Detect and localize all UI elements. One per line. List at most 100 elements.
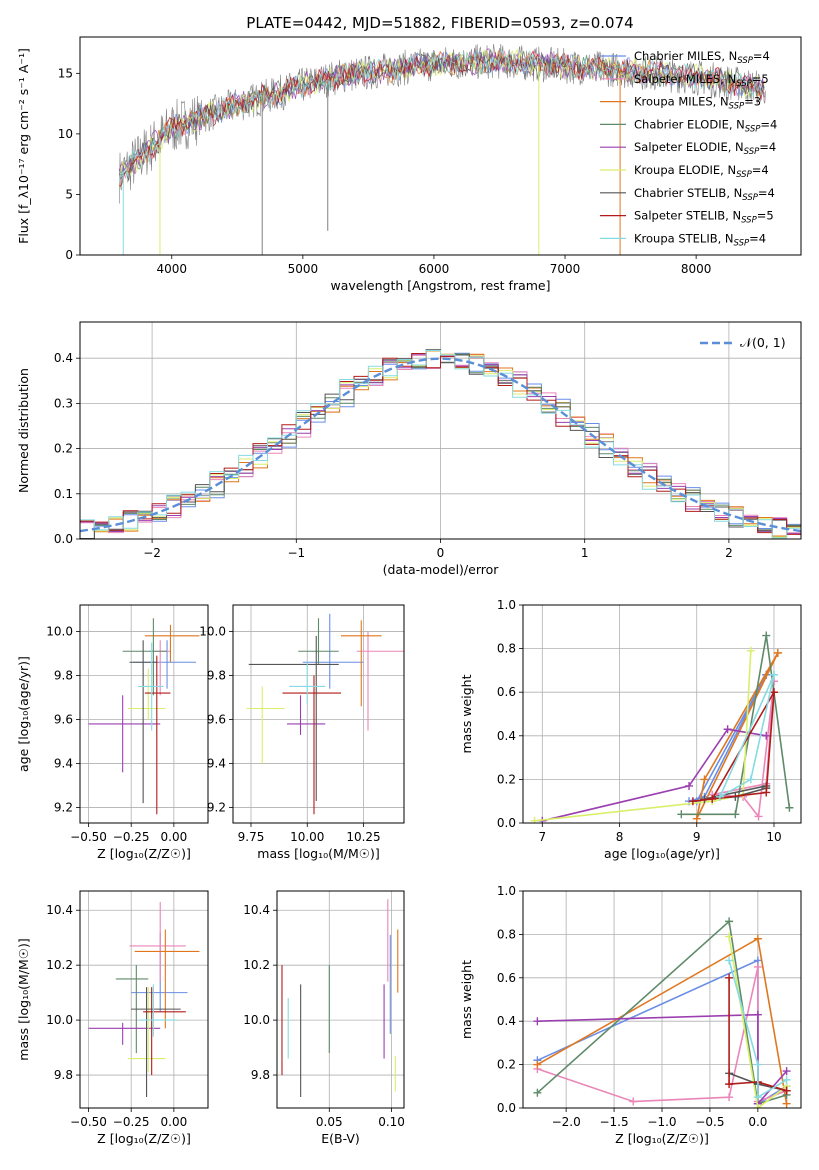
y-tick-label: 0.6 xyxy=(497,971,516,985)
y-tick-label: 0 xyxy=(65,248,73,262)
weight-marker xyxy=(677,810,686,819)
weight-marker xyxy=(725,917,734,926)
weight-marker xyxy=(782,1075,791,1084)
y-tick-label: 0.3 xyxy=(54,396,73,410)
weight_vs_age-marks xyxy=(530,631,794,823)
weight-marker xyxy=(725,932,734,941)
legend-label: Salpeter ELODIE, NSSP=4 xyxy=(634,140,776,157)
weight-marker xyxy=(782,1067,791,1076)
y-axis-label: mass [log₁₀(M/M☉)] xyxy=(16,938,31,1060)
weight-line-kroupa_stelib xyxy=(718,674,775,799)
x-tick-label: 10.00 xyxy=(290,830,324,844)
age_vs_z-marks xyxy=(88,618,200,815)
weight-marker xyxy=(782,1099,791,1108)
residual_histogram-marks xyxy=(80,349,801,539)
y-tick-label: 9.6 xyxy=(54,713,73,727)
x-tick-label: 5000 xyxy=(288,262,319,276)
x-tick-label: 0.05 xyxy=(316,1115,343,1129)
axes-frame xyxy=(79,321,802,540)
spectrum-legend: Chabrier MILES, NSSP=4 Salpeter MILES, NS… xyxy=(600,49,777,248)
weight_vs_z-axes: −2.0 −1.5 −1.0 −0.5 0.0 0.0 0.2 0.4 0.6 0.8 1.0 Z [… xyxy=(459,884,802,1146)
axes-frame xyxy=(79,890,209,1109)
errorbar-point-salpeter_stelib xyxy=(282,675,341,815)
x-tick-label: −0.50 xyxy=(70,1115,107,1129)
weight-marker xyxy=(746,646,755,655)
y-axis-label: mass weight xyxy=(459,960,474,1039)
figure-title: PLATE=0442, MJD=51882, FIBERID=0593, z=0… xyxy=(246,14,633,32)
y-tick-label: 0.2 xyxy=(54,442,73,456)
x-tick-label: −0.5 xyxy=(695,1115,724,1129)
model-spectrum-kroupa_stelib xyxy=(118,49,765,183)
y-tick-label: 15 xyxy=(58,66,73,80)
y-tick-label: 0.4 xyxy=(54,351,73,365)
x-tick-label: −0.25 xyxy=(113,1115,150,1129)
weight-marker xyxy=(746,775,755,784)
axes-frame xyxy=(79,604,209,824)
x-axis-label: (data-model)/error xyxy=(383,562,500,577)
x-tick-label: 7 xyxy=(538,830,546,844)
y-tick-label: 9.2 xyxy=(207,801,226,815)
weight-marker xyxy=(715,792,724,801)
x-tick-label: 9 xyxy=(693,830,701,844)
legend-label: Kroupa ELODIE, NSSP=4 xyxy=(634,163,769,180)
errorbar-point-kroupa_elodie xyxy=(246,686,285,764)
y-tick-label: 1.0 xyxy=(497,598,516,612)
axes-frame xyxy=(522,890,802,1109)
x-tick-label: −2.0 xyxy=(552,1115,581,1129)
weight-marker xyxy=(753,1060,762,1069)
age_vs_mass-axes: 9.75 10.00 10.25 9.2 9.4 9.6 9.8 10.0 mass [log₁… xyxy=(199,604,405,861)
x-axis-label: mass [log₁₀(M/M☉)] xyxy=(257,846,379,861)
weight-line-chabrier_elodie xyxy=(681,635,791,816)
y-axis-label: Flux [f_λ10⁻¹⁷ erg cm⁻² s⁻¹ A⁻¹] xyxy=(16,48,31,244)
errorbar-point-chabrier_stelib xyxy=(248,635,339,801)
x-axis-label: age [log₁₀(age/yr)] xyxy=(604,846,720,861)
weight-marker xyxy=(762,788,771,797)
y-tick-label: 10.0 xyxy=(46,624,73,638)
x-tick-label: 8000 xyxy=(681,262,712,276)
y-tick-label: 10.2 xyxy=(243,958,270,972)
y-tick-label: 10.4 xyxy=(46,903,73,917)
x-tick-label: 10.25 xyxy=(346,830,380,844)
y-tick-label: 9.4 xyxy=(207,757,226,771)
x-tick-label: 0.0 xyxy=(748,1115,767,1129)
x-tick-label: 6000 xyxy=(419,262,450,276)
legend-label: Kroupa STELIB, NSSP=4 xyxy=(634,231,766,248)
errorbar-point-salpeter_stelib xyxy=(143,987,186,1076)
weight-line-salpeter_miles xyxy=(537,966,787,1103)
errorbar-point-salpeter_miles xyxy=(356,631,404,731)
y-tick-label: 0.2 xyxy=(497,772,516,786)
errorbar-point-chabrier_elodie xyxy=(122,618,168,696)
y-tick-label: 9.2 xyxy=(54,801,73,815)
x-axis-label: Z [log₁₀(Z/Z☉)] xyxy=(615,1131,709,1146)
y-tick-label: 9.4 xyxy=(54,757,73,771)
y-axis-label: Normed distribution xyxy=(16,368,31,493)
y-tick-label: 9.8 xyxy=(54,1068,73,1082)
x-axis-label: E(B-V) xyxy=(321,1131,360,1146)
errorbar-point-kroupa_stelib xyxy=(289,662,326,705)
errorbar-point-kroupa_stelib xyxy=(139,984,178,1037)
errorbar-point-kroupa_stelib xyxy=(138,642,164,731)
errorbar-point-kroupa_elodie xyxy=(127,668,166,720)
errorbar-point-kroupa_miles xyxy=(341,620,382,707)
errorbar-point-chabrier_elodie xyxy=(298,618,339,665)
x-tick-label: 0.10 xyxy=(378,1115,405,1129)
weight-marker xyxy=(533,1060,542,1069)
x-axis-label: wavelength [Angstrom, rest frame] xyxy=(330,278,550,293)
weight-marker xyxy=(762,631,771,640)
weight-marker xyxy=(754,812,763,821)
axes-frame xyxy=(522,604,802,824)
weight-marker xyxy=(785,803,794,812)
mass_vs_ebv-axes: 0.05 0.10 9.8 10.0 10.2 10.4 E(B-V) xyxy=(243,890,405,1146)
y-tick-label: 0.0 xyxy=(497,1101,516,1115)
weight-marker xyxy=(753,962,762,971)
y-tick-label: 10.4 xyxy=(243,903,270,917)
x-tick-label: 4000 xyxy=(156,262,187,276)
weight-marker xyxy=(533,1088,542,1097)
age_vs_z-axes: −0.50 −0.25 0.00 9.2 9.4 9.6 9.8 10.0 Z [log₁₀(Z… xyxy=(16,604,209,861)
x-tick-label: −1.5 xyxy=(599,1115,628,1129)
y-tick-label: 5 xyxy=(65,187,73,201)
weight-marker xyxy=(762,731,771,740)
weight-marker xyxy=(688,797,697,806)
x-tick-label: 10 xyxy=(766,830,781,844)
